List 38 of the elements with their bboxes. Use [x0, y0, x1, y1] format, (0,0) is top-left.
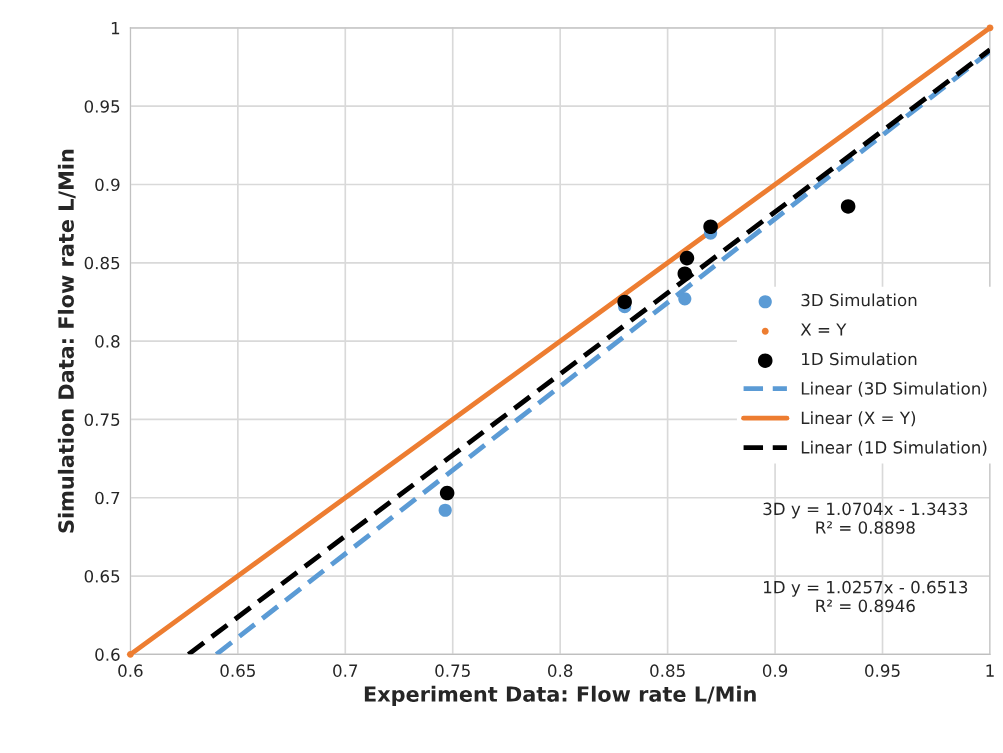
legend-label: 3D Simulation	[801, 293, 917, 307]
x-tick-label: 0.85	[650, 664, 685, 677]
x-tick-label: 0.6	[118, 664, 143, 677]
point	[678, 292, 692, 306]
point	[840, 199, 856, 214]
annotation: 1D y = 1.0257x - 0.6513 R² = 0.8946	[764, 580, 968, 613]
y-tick-label: 0.65	[84, 570, 120, 583]
x-tick-label: 0.65	[220, 664, 255, 677]
point	[679, 250, 695, 266]
point	[126, 650, 134, 658]
point	[703, 219, 718, 235]
y-tick-label: 0.6	[95, 648, 120, 661]
point	[986, 24, 994, 32]
y-axis-title: Simulation Data: Flow rate L/Min	[57, 149, 76, 533]
x-axis-title: Experiment Data: Flow rate L/Min	[364, 685, 756, 706]
legend-label: 1D Simulation	[802, 352, 917, 366]
x-tick-label: 0.9	[762, 664, 788, 677]
legend-label: Linear (1D Simulation)	[801, 440, 987, 456]
legend-label: Linear (3D Simulation)	[801, 381, 987, 397]
annotation: 3D y = 1.0704x - 1.3433 R² = 0.8898	[763, 502, 968, 534]
legend-label: Linear (X = Y)	[801, 411, 916, 427]
x-tick-label: 0.95	[865, 664, 900, 677]
y-tick-label: 0.9	[95, 178, 120, 192]
y-tick-label: 0.85	[84, 256, 120, 270]
x-tick-label: 0.75	[435, 664, 470, 677]
point	[617, 294, 632, 310]
y-tick-label: 1	[111, 22, 120, 35]
y-tick-label: 0.75	[84, 413, 120, 426]
point	[677, 266, 693, 282]
point	[438, 503, 452, 517]
point	[439, 485, 455, 501]
x-tick-label: 0.7	[333, 664, 358, 677]
y-tick-label: 0.8	[95, 335, 120, 348]
x-tick-label: 1	[986, 664, 994, 677]
y-tick-label: 0.7	[95, 491, 120, 505]
legend-label: X = Y	[800, 323, 847, 336]
y-tick-label: 0.95	[84, 100, 120, 113]
x-tick-label: 0.8	[548, 664, 573, 677]
